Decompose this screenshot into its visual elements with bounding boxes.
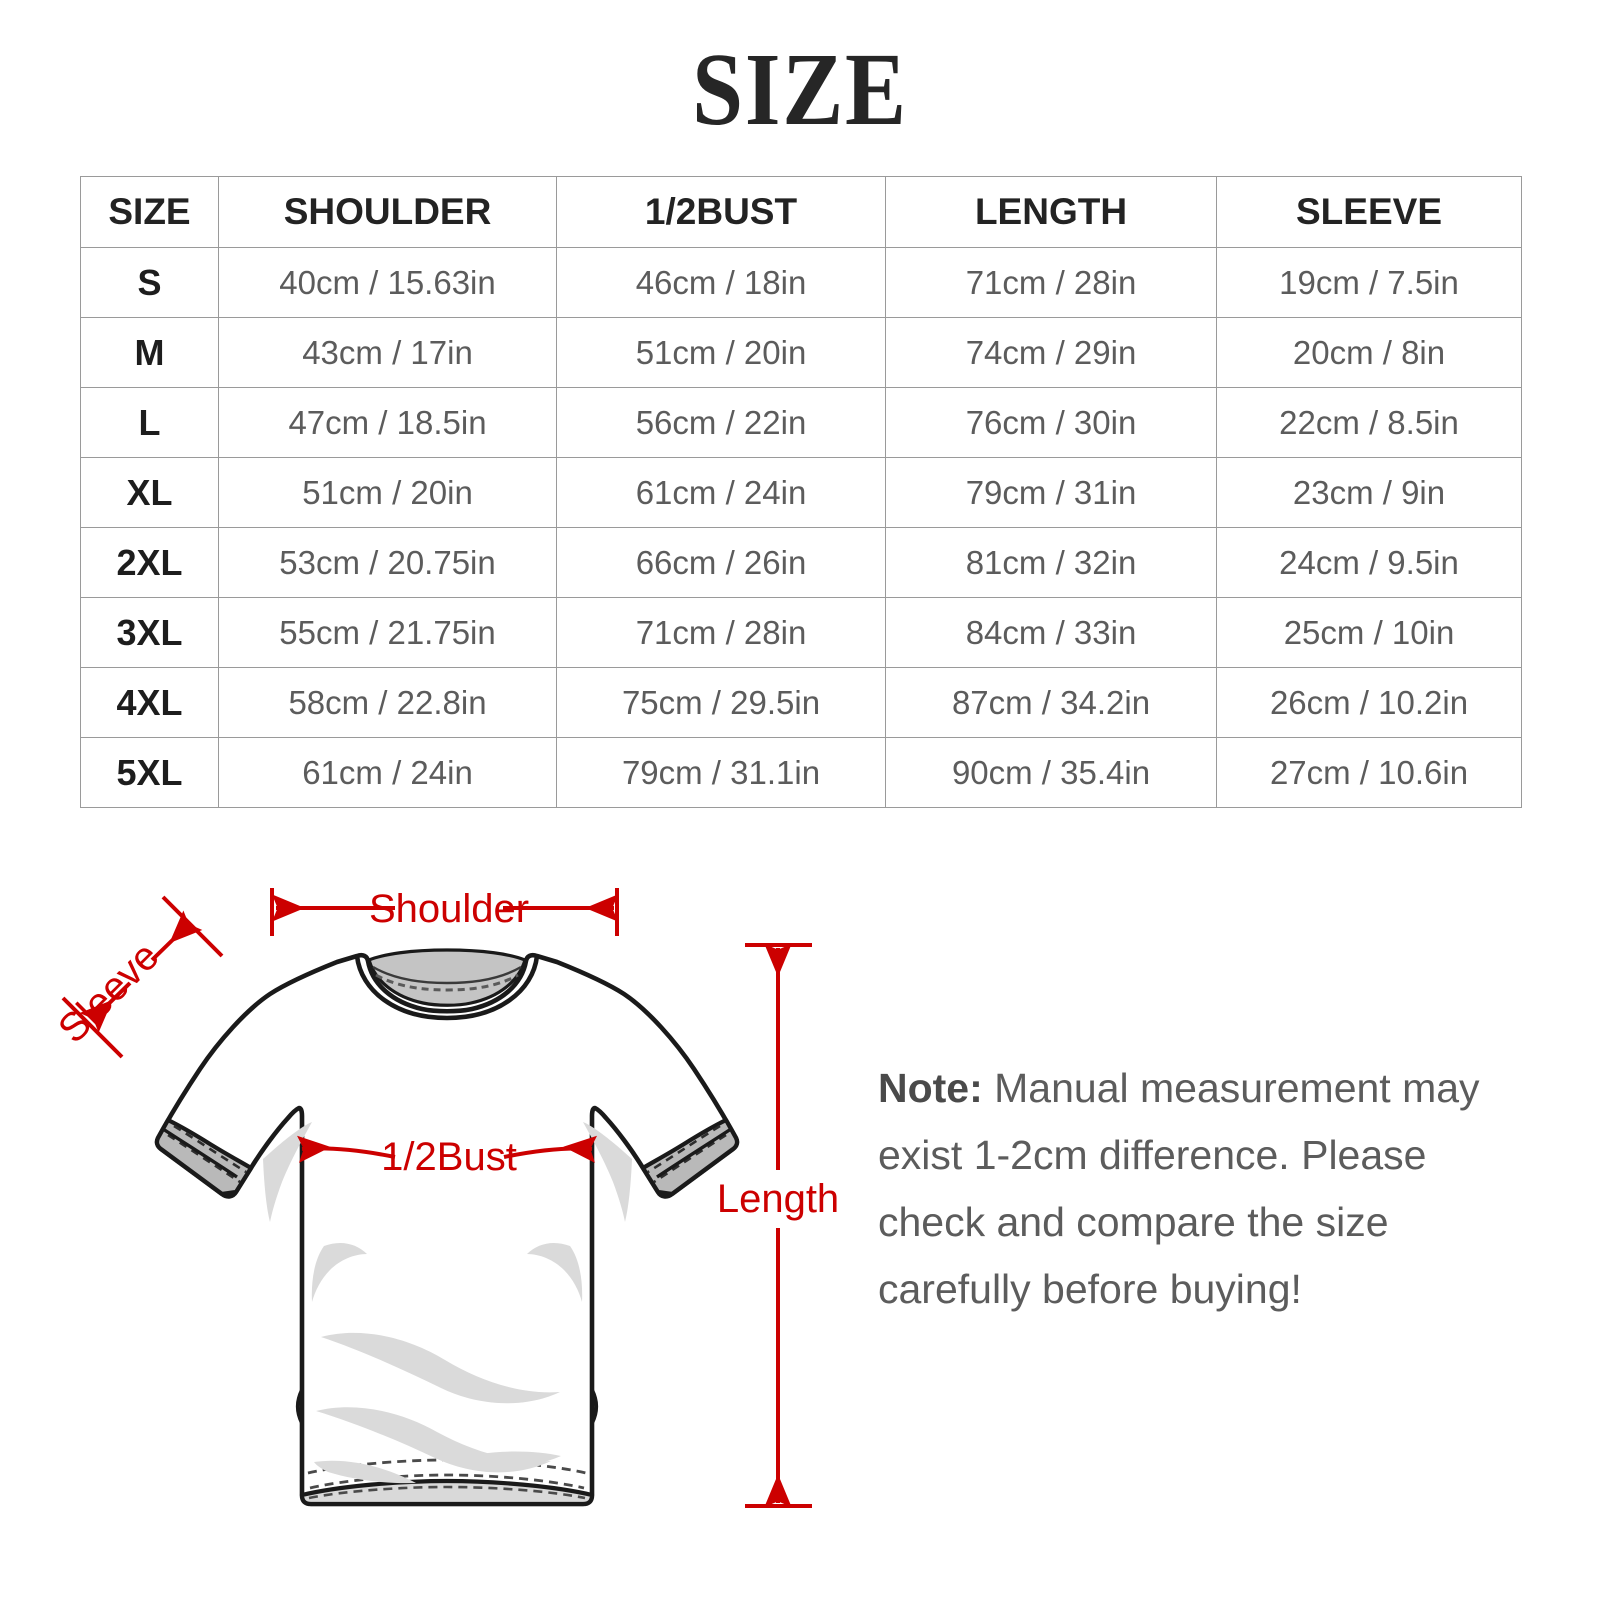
measurement-diagram: Shoulder Sleeve 1/2Bust — [40, 850, 880, 1550]
cell-size: 2XL — [80, 527, 219, 598]
bottom-hem-stitch — [309, 1473, 585, 1490]
half-bust-label: 1/2Bust — [381, 1135, 517, 1179]
cell-half-bust: 56cm / 22in — [556, 387, 886, 458]
cell-length: 76cm / 30in — [885, 387, 1217, 458]
column-header-half-bust: 1/2BUST — [556, 176, 886, 248]
cell-size: 3XL — [80, 597, 219, 668]
cell-size: M — [80, 317, 219, 388]
cell-shoulder: 43cm / 17in — [218, 317, 557, 388]
note-body: Manual measurement may exist 1-2cm diffe… — [878, 1065, 1480, 1312]
shoulder-label: Shoulder — [369, 887, 529, 931]
half-bust-arrow-right — [503, 1135, 598, 1163]
cell-length: 74cm / 29in — [885, 317, 1217, 388]
page-title: SIZE — [692, 32, 908, 147]
sleeve-arrow-upper — [150, 910, 203, 962]
sleeve-cuff-right-stitch-2 — [653, 1133, 727, 1184]
cell-length: 90cm / 35.4in — [885, 737, 1217, 808]
tshirt-outline — [154, 952, 740, 1507]
cell-sleeve: 20cm / 8in — [1216, 317, 1522, 388]
cell-shoulder: 47cm / 18.5in — [218, 387, 557, 458]
table-row: S 40cm / 15.63in 46cm / 18in 71cm / 28in… — [80, 247, 1522, 318]
sleeve-cuff-left-stitch — [173, 1124, 247, 1174]
table-row: XL 51cm / 20in 61cm / 24in 79cm / 31in 2… — [80, 457, 1522, 528]
neck-stitch-line-2 — [372, 965, 522, 985]
column-header-length: LENGTH — [885, 176, 1217, 248]
cell-shoulder: 55cm / 21.75in — [218, 597, 557, 668]
shoulder-measurement: Shoulder — [270, 887, 619, 936]
table-header-row: SIZE SHOULDER 1/2BUST LENGTH SLEEVE — [80, 176, 1522, 248]
table-row: L 47cm / 18.5in 56cm / 22in 76cm / 30in … — [80, 387, 1522, 458]
note-prefix: Note: — [878, 1065, 983, 1111]
half-bust-measurement: 1/2Bust — [297, 1135, 598, 1179]
sleeve-cuff-left-edge — [162, 1127, 238, 1179]
neck-stitch-line — [375, 973, 519, 992]
cell-sleeve: 19cm / 7.5in — [1216, 247, 1522, 318]
cell-sleeve: 22cm / 8.5in — [1216, 387, 1522, 458]
cell-size: XL — [80, 457, 219, 528]
side-seam-right — [590, 1389, 599, 1424]
bottom-hem-stitch-3 — [308, 1485, 586, 1500]
cell-length: 81cm / 32in — [885, 527, 1217, 598]
table-row: 3XL 55cm / 21.75in 71cm / 28in 84cm / 33… — [80, 597, 1522, 668]
side-seam-left — [295, 1389, 304, 1424]
cell-size: L — [80, 387, 219, 458]
sleeve-cuff-right-edge — [656, 1127, 732, 1179]
cell-half-bust: 51cm / 20in — [556, 317, 886, 388]
cell-sleeve: 25cm / 10in — [1216, 597, 1522, 668]
cell-sleeve: 24cm / 9.5in — [1216, 527, 1522, 598]
cell-shoulder: 51cm / 20in — [218, 457, 557, 528]
column-header-size: SIZE — [80, 176, 219, 248]
cell-shoulder: 40cm / 15.63in — [218, 247, 557, 318]
cell-shoulder: 53cm / 20.75in — [218, 527, 557, 598]
note-block: Note: Manual measurement may exist 1-2cm… — [878, 1055, 1498, 1323]
cell-sleeve: 26cm / 10.2in — [1216, 667, 1522, 738]
neck-inner — [367, 948, 527, 1007]
cell-shoulder: 58cm / 22.8in — [218, 667, 557, 738]
cell-sleeve: 23cm / 9in — [1216, 457, 1522, 528]
cell-size: S — [80, 247, 219, 318]
table-row: 5XL 61cm / 24in 79cm / 31.1in 90cm / 35.… — [80, 737, 1522, 808]
sleeve-cuff-right-stitch — [647, 1124, 721, 1174]
column-header-sleeve: SLEEVE — [1216, 176, 1522, 248]
table-row: 2XL 53cm / 20.75in 66cm / 26in 81cm / 32… — [80, 527, 1522, 598]
cell-length: 79cm / 31in — [885, 457, 1217, 528]
cell-half-bust: 46cm / 18in — [556, 247, 886, 318]
collar-rib — [354, 955, 540, 1021]
cell-size: 5XL — [80, 737, 219, 808]
tshirt-illustration — [154, 948, 740, 1507]
cell-size: 4XL — [80, 667, 219, 738]
length-label: Length — [717, 1177, 839, 1221]
table-row: 4XL 58cm / 22.8in 75cm / 29.5in 87cm / 3… — [80, 667, 1522, 738]
sleeve-cuff-left-stitch-2 — [167, 1133, 241, 1184]
fabric-shading — [263, 1122, 632, 1484]
cell-half-bust: 75cm / 29.5in — [556, 667, 886, 738]
bottom-hem — [299, 1478, 595, 1507]
size-table: SIZE SHOULDER 1/2BUST LENGTH SLEEVE S 40… — [80, 176, 1522, 808]
cell-half-bust: 61cm / 24in — [556, 457, 886, 528]
cell-shoulder: 61cm / 24in — [218, 737, 557, 808]
cell-half-bust: 66cm / 26in — [556, 527, 886, 598]
cell-sleeve: 27cm / 10.6in — [1216, 737, 1522, 808]
sleeve-measurement: Sleeve — [50, 895, 224, 1059]
cell-half-bust: 79cm / 31.1in — [556, 737, 886, 808]
sleeve-tick-upper — [161, 895, 224, 958]
cell-length: 87cm / 34.2in — [885, 667, 1217, 738]
sleeve-label: Sleeve — [50, 934, 168, 1052]
column-header-shoulder: SHOULDER — [218, 176, 557, 248]
half-bust-arrow-left — [297, 1135, 396, 1163]
cell-half-bust: 71cm / 28in — [556, 597, 886, 668]
length-measurement: Length — [717, 943, 839, 1508]
cell-length: 84cm / 33in — [885, 597, 1217, 668]
table-row: M 43cm / 17in 51cm / 20in 74cm / 29in 20… — [80, 317, 1522, 388]
sleeve-arrow-lower — [79, 981, 132, 1033]
cell-length: 71cm / 28in — [885, 247, 1217, 318]
